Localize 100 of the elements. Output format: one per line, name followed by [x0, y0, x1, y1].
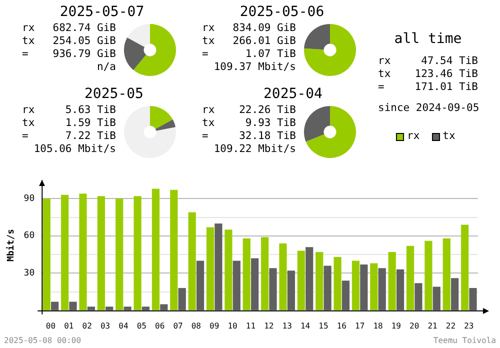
bar	[106, 306, 114, 310]
text: = 7.22 TiB	[22, 130, 116, 142]
x-tick-label: 15	[318, 321, 328, 330]
text: tx 9.93 TiB	[202, 117, 296, 129]
bar	[388, 252, 396, 310]
text: rx 22.26 TiB	[202, 104, 296, 116]
text: = 32.18 TiB	[202, 130, 296, 142]
bar	[79, 194, 87, 310]
x-tick-label: 07	[173, 321, 183, 330]
text: 109.37 Mbit/s	[212, 61, 296, 74]
bar	[178, 288, 186, 310]
text: = 1.07 TiB	[202, 48, 296, 60]
text: n/a	[96, 61, 116, 74]
y-axis-title: Mbit/s	[6, 228, 17, 262]
x-tick-label: 06	[155, 321, 165, 330]
bar	[232, 260, 240, 310]
bar	[287, 270, 295, 310]
x-tick-label: 00	[46, 321, 56, 330]
bar	[396, 269, 404, 310]
bar	[432, 286, 440, 310]
text: tx 266.01 GiB	[202, 35, 296, 47]
bar	[188, 212, 196, 310]
bar	[142, 306, 150, 310]
chart-title: 2025-05	[83, 86, 144, 102]
bar	[370, 263, 378, 310]
bar	[97, 196, 105, 310]
bar	[251, 258, 259, 310]
bar	[414, 283, 422, 310]
text: = 936.79 GiB	[22, 48, 116, 60]
bar	[261, 237, 269, 310]
bar	[61, 194, 69, 310]
chart-title: 2025-04	[262, 86, 324, 102]
legend-label: rx	[407, 130, 420, 143]
bar	[279, 243, 287, 310]
x-tick-label: 12	[264, 321, 274, 330]
x-tick-label: 13	[282, 321, 292, 330]
bar	[196, 260, 204, 310]
bar	[224, 230, 232, 310]
bar	[461, 224, 469, 310]
text: tx 1.59 TiB	[22, 117, 116, 129]
bar	[424, 240, 432, 310]
x-tick-label: 16	[336, 321, 347, 330]
x-tick-label: 14	[300, 321, 310, 330]
x-tick-label: 17	[355, 321, 365, 330]
bar	[152, 188, 160, 310]
x-tick-label: 19	[391, 321, 402, 330]
bar	[324, 266, 332, 310]
bar	[69, 302, 77, 310]
bar	[334, 257, 342, 310]
bar	[451, 278, 459, 310]
bar	[360, 264, 368, 310]
bar	[316, 252, 324, 310]
y-tick-label: 90	[24, 194, 35, 204]
chart-title: 2025-05-06	[238, 4, 326, 20]
bar	[116, 198, 124, 310]
x-tick-label: 22	[446, 321, 456, 330]
x-tick-label: 02	[82, 321, 92, 330]
text: 105.06 Mbit/s	[32, 143, 116, 156]
x-tick-label: 05	[136, 321, 147, 330]
x-tick-label: 01	[64, 321, 74, 330]
bar	[124, 306, 132, 310]
bar	[206, 227, 214, 310]
bar	[214, 223, 222, 310]
x-tick-label: 23	[464, 321, 474, 330]
bar	[269, 268, 277, 310]
text: 109.22 Mbit/s	[212, 143, 296, 156]
text: 2025-05-08 00:00	[4, 336, 82, 345]
bar	[378, 268, 386, 310]
bar	[87, 306, 95, 310]
text: rx 682.74 GiB	[22, 22, 116, 34]
text: all time	[393, 31, 463, 47]
y-tick-label: 60	[24, 231, 35, 242]
bar	[170, 190, 178, 310]
y-tick-label: 30	[24, 268, 35, 278]
bar	[242, 238, 250, 310]
text: rx 834.09 GiB	[202, 22, 296, 34]
bar	[342, 280, 350, 310]
x-tick-label: 09	[210, 321, 220, 330]
text: rx 5.63 TiB	[22, 104, 116, 116]
bar	[306, 247, 314, 310]
text: since 2024-09-05	[378, 102, 480, 115]
text: rx 47.54 TiB	[378, 55, 478, 67]
bar	[51, 302, 59, 310]
legend-label: tx	[442, 130, 456, 143]
x-tick-label: 21	[428, 321, 438, 330]
x-tick-label: 11	[246, 321, 256, 330]
bar	[442, 238, 450, 310]
bar	[406, 246, 414, 310]
bar	[42, 198, 50, 310]
x-tick-label: 18	[373, 321, 383, 330]
x-tick-label: 08	[191, 321, 202, 330]
text: tx 254.05 GiB	[22, 35, 116, 47]
bar	[134, 196, 142, 310]
bar	[352, 260, 360, 310]
x-tick-label: 03	[100, 321, 110, 330]
x-tick-label: 04	[118, 321, 128, 330]
bar	[297, 250, 305, 310]
x-tick-label: 10	[228, 321, 238, 330]
text: = 171.01 TiB	[378, 81, 478, 93]
text: Teemu Toivola	[433, 336, 496, 345]
